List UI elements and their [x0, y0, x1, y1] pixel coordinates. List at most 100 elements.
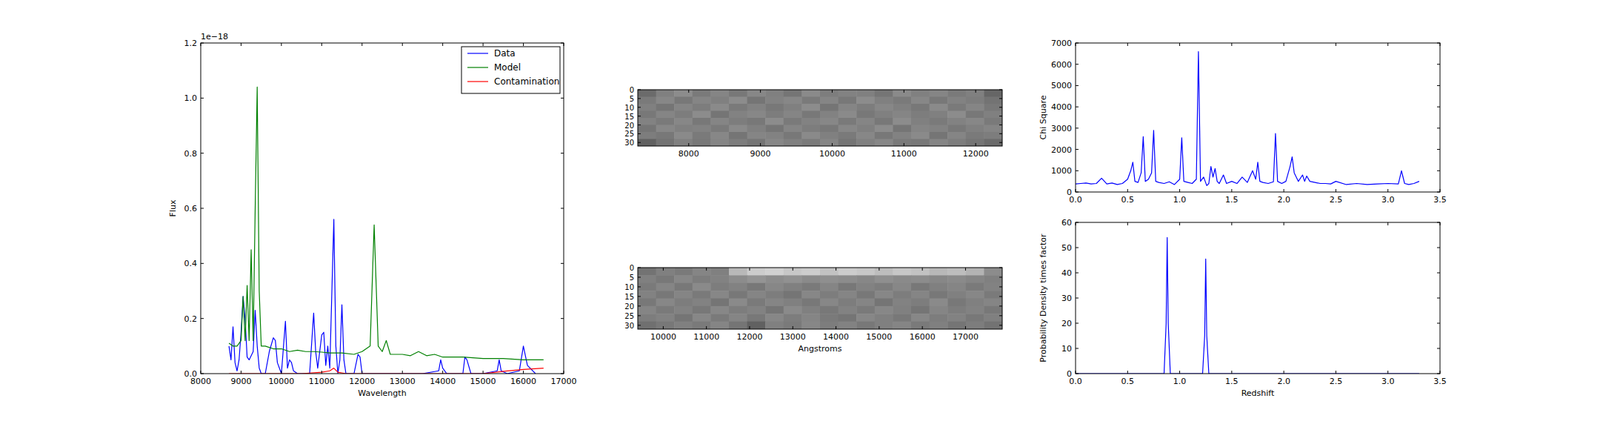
image-cell — [783, 267, 803, 276]
image-cell — [838, 274, 858, 283]
series-line — [1075, 51, 1420, 186]
x-tick — [1335, 188, 1337, 192]
image-cell — [728, 117, 748, 126]
image-cell — [765, 305, 784, 315]
x-tick — [878, 325, 880, 329]
image-cell — [692, 321, 712, 329]
image-cell — [637, 103, 657, 112]
y-tick — [200, 262, 204, 264]
y-tick — [200, 317, 204, 319]
image-cell — [747, 97, 766, 105]
image-cell — [874, 298, 894, 307]
image-cell — [983, 97, 1003, 105]
image-cell — [983, 313, 1003, 322]
image-cell — [692, 282, 712, 292]
y-tick — [1075, 348, 1079, 349]
image-cell — [911, 97, 930, 105]
image-cell — [637, 97, 657, 105]
image-cell — [892, 117, 912, 126]
y-tick-label: 2000 — [1051, 145, 1072, 155]
x-tick-label: 13000 — [389, 376, 416, 386]
image-cell — [637, 117, 657, 126]
image-cell — [674, 282, 693, 292]
image-cell — [874, 313, 894, 322]
image-cell — [656, 131, 675, 140]
image-cell — [947, 89, 966, 98]
image-cell — [983, 89, 1003, 98]
background — [0, 0, 1600, 427]
x-tick — [688, 89, 689, 93]
image-cell — [874, 274, 894, 283]
x-tick — [280, 42, 282, 46]
image-cell — [637, 298, 657, 307]
y-tick — [637, 305, 641, 306]
image-cell — [820, 131, 839, 140]
y-tick — [1075, 222, 1079, 223]
image-cell — [856, 125, 875, 133]
image-cell — [747, 267, 766, 276]
image-cell — [765, 131, 784, 140]
image-cell — [911, 89, 930, 98]
x-tick-label: 3.5 — [1433, 376, 1447, 386]
y-tick — [1075, 85, 1079, 86]
y-tick-label: 40 — [1061, 268, 1072, 278]
x-tick-label: 0.5 — [1121, 194, 1135, 205]
y-tick — [637, 324, 641, 326]
x-tick-label: 10000 — [268, 376, 295, 386]
x-tick — [1127, 42, 1129, 46]
x-tick — [748, 267, 750, 271]
x-tick-label: 17000 — [952, 331, 979, 342]
y-tick — [1075, 127, 1079, 129]
image-cell — [820, 111, 839, 119]
image-cell — [765, 282, 784, 292]
image-cell — [965, 313, 985, 322]
x-tick — [922, 325, 923, 329]
image-cell — [710, 274, 729, 283]
image-cell — [783, 313, 803, 322]
x-tick — [835, 267, 837, 271]
y-tick — [1437, 85, 1440, 86]
image-cell — [947, 274, 966, 283]
y-tick — [999, 106, 1003, 108]
y-tick — [1075, 148, 1079, 150]
image-cell — [874, 89, 894, 98]
image-cell — [856, 274, 875, 283]
axes-frame — [637, 89, 1003, 146]
image-cell — [892, 290, 912, 299]
image-cell — [874, 117, 894, 126]
x-tick — [1283, 42, 1285, 46]
image-cell — [983, 274, 1003, 283]
image-cell — [728, 282, 748, 292]
image-cell — [710, 298, 729, 307]
image-cell — [747, 313, 766, 322]
x-tick — [321, 42, 323, 46]
image-cell — [820, 89, 839, 98]
y-tick-label: 4000 — [1051, 102, 1072, 112]
image-cell — [747, 131, 766, 140]
plot-area — [1075, 51, 1420, 186]
image-cell — [965, 89, 985, 98]
y-tick — [560, 373, 564, 375]
image-cell — [929, 274, 949, 283]
image-cell — [801, 267, 820, 276]
image-cell — [911, 117, 930, 126]
image-cell — [656, 305, 675, 315]
image-cell — [783, 290, 803, 299]
x-tick — [965, 325, 966, 329]
image-cell — [728, 89, 748, 98]
y-tick — [1437, 322, 1440, 324]
x-tick-label: 1.0 — [1173, 376, 1187, 386]
image-cell — [965, 282, 985, 292]
y-tick-label: 30 — [1061, 293, 1072, 303]
image-cell — [783, 117, 803, 126]
image-cell — [911, 290, 930, 299]
x-tick — [563, 42, 565, 46]
image-cell — [838, 139, 858, 147]
image-cell — [637, 267, 657, 276]
legend-swatch — [467, 52, 489, 54]
image-cell — [710, 282, 729, 292]
x-tick — [662, 267, 664, 271]
image-cell — [637, 290, 657, 299]
image-cell — [728, 103, 748, 112]
figure: 8000900010000110001200013000140001500016… — [0, 0, 1600, 427]
